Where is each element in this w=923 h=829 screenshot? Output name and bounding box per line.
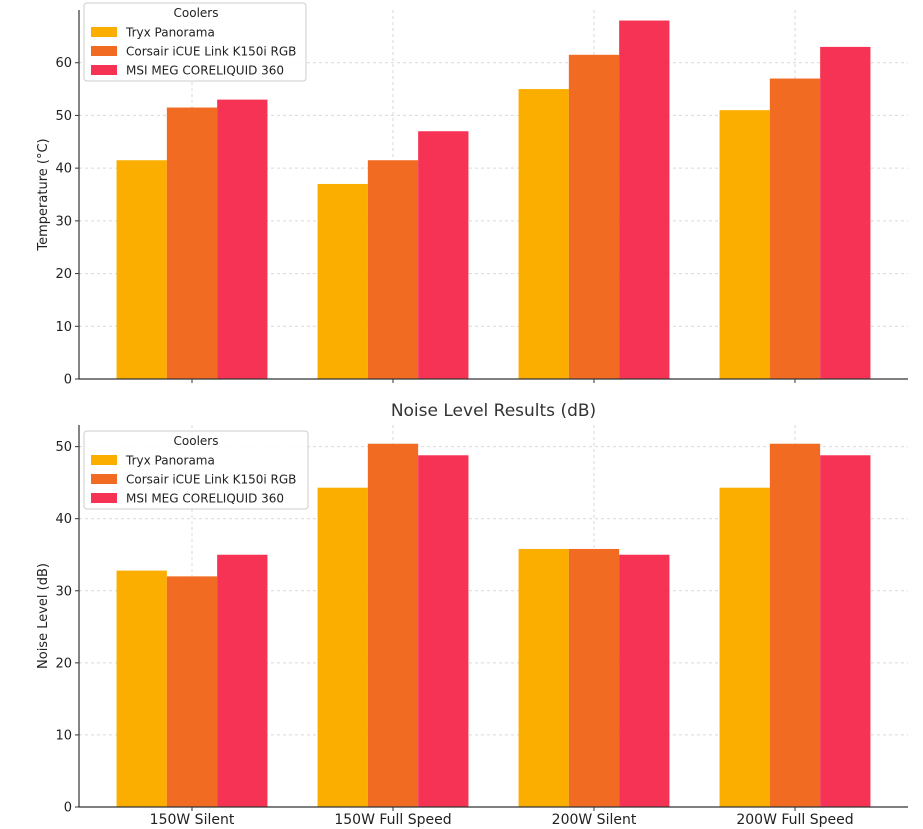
bar-2-1	[166, 576, 218, 807]
bar-1-4	[719, 110, 770, 380]
legend-label: MSI MEG CORELIQUID 360	[126, 64, 284, 78]
legend-label: Corsair iCUE Link K150i RGB	[126, 473, 296, 487]
chart-1: 0 10 20 30 40 50 60 Temperature (°C) Coolers Tryx…	[36, 2, 908, 388]
legend-box	[83, 430, 309, 510]
legend-swatch	[91, 65, 117, 75]
legend-swatch	[91, 27, 117, 37]
y-tick-label: 20	[55, 656, 72, 671]
x-tick-label: 200W Silent	[552, 812, 637, 828]
bar-2-1	[166, 107, 218, 380]
bar-2-2	[367, 443, 419, 807]
legend-title: Coolers	[174, 434, 219, 448]
x-tick-label: 150W Silent	[150, 812, 235, 828]
y-tick-label: 0	[64, 801, 72, 816]
y-tick-label: 40	[55, 512, 72, 527]
y-tick-label: 10	[55, 320, 72, 335]
legend-title: Coolers	[174, 6, 219, 20]
y-tick-label: 30	[55, 214, 72, 229]
legend-swatch	[91, 46, 117, 56]
bar-2-3	[568, 54, 620, 380]
y-tick-label: 20	[55, 267, 72, 282]
bar-1-3	[518, 548, 569, 807]
legend-box	[83, 2, 307, 82]
bar-2-3	[568, 548, 620, 807]
bar-1-1	[116, 160, 167, 379]
y-tick-label: 10	[55, 728, 72, 743]
y-tick-label: 60	[55, 56, 72, 71]
bars	[116, 443, 871, 807]
chart-title: Noise Level Results (dB)	[391, 401, 596, 421]
y-tick-label: 50	[55, 440, 72, 455]
legend-label: MSI MEG CORELIQUID 360	[126, 492, 284, 506]
legend: Coolers Tryx Panorama Corsair iCUE Link K1…	[83, 430, 309, 510]
bar-3-1	[217, 99, 268, 379]
bar-2-4	[769, 78, 821, 380]
chart-2: 0 10 20 30 40 50 150W Silent 150W Full Speed 200…	[36, 401, 908, 828]
legend-label: Corsair iCUE Link K150i RGB	[126, 45, 296, 59]
bar-3-3	[619, 554, 670, 807]
bar-3-4	[820, 455, 871, 807]
bar-1-4	[719, 487, 770, 807]
bar-1-1	[116, 570, 167, 807]
y-tick-label: 50	[55, 109, 72, 124]
bar-3-1	[217, 554, 268, 807]
y-tick-label: 40	[55, 162, 72, 177]
bar-3-2	[418, 455, 469, 807]
bar-2-2	[367, 160, 419, 379]
y-axis-title: Temperature (°C)	[36, 138, 51, 251]
legend-label: Tryx Panorama	[125, 454, 215, 468]
bar-3-4	[820, 46, 871, 380]
x-tick-label: 200W Full Speed	[736, 812, 853, 828]
bar-1-2	[317, 487, 368, 807]
y-tick-label: 0	[64, 373, 72, 388]
legend-swatch	[91, 455, 117, 465]
bar-2-4	[769, 443, 821, 807]
legend-label: Tryx Panorama	[125, 26, 215, 40]
bar-1-3	[518, 89, 569, 380]
legend-swatch	[91, 474, 117, 484]
y-tick-label: 30	[55, 584, 72, 599]
legend: Coolers Tryx Panorama Corsair iCUE Link K1…	[83, 2, 307, 82]
bar-3-2	[418, 131, 469, 379]
bar-3-3	[619, 20, 670, 380]
x-tick-label: 150W Full Speed	[334, 812, 451, 828]
legend-swatch	[91, 493, 117, 503]
y-axis-title: Noise Level (dB)	[36, 563, 51, 669]
bars	[116, 20, 871, 380]
bar-1-2	[317, 183, 368, 379]
